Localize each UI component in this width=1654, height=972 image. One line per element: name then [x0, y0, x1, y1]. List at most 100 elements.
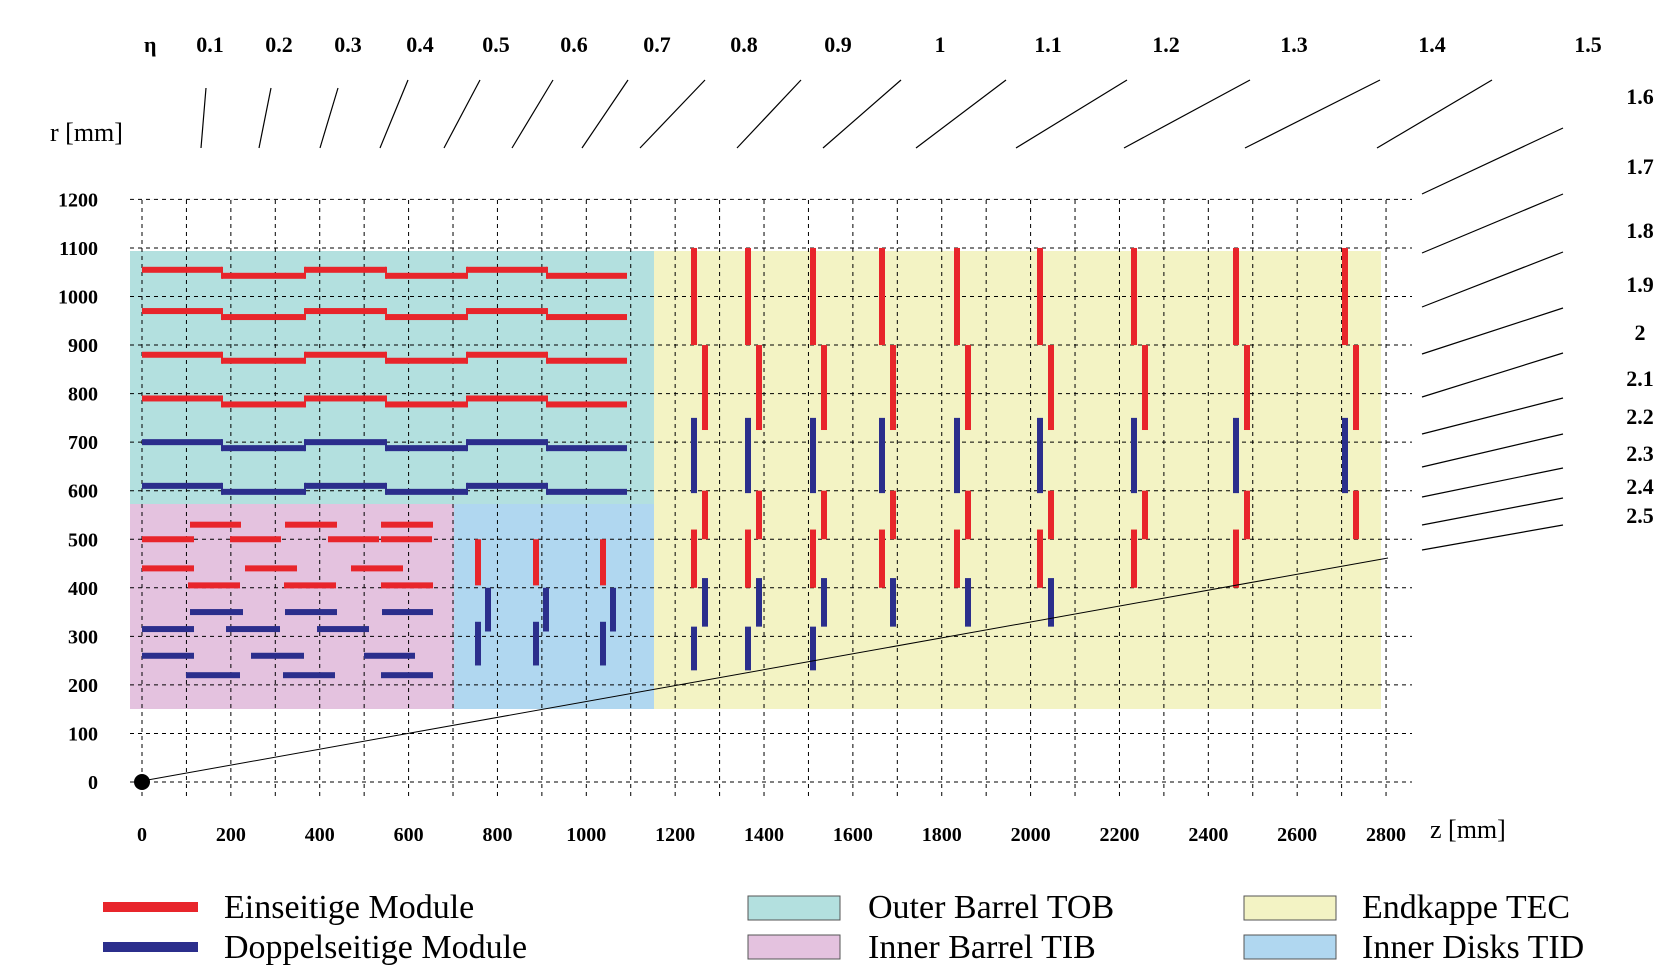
tec-module — [890, 578, 896, 627]
r-tick-label: 800 — [68, 384, 98, 406]
eta-label: 0.9 — [824, 32, 852, 57]
tec-module — [691, 247, 697, 346]
tob-module-step — [546, 308, 548, 321]
tob-module-step — [221, 266, 223, 279]
tob-module — [386, 445, 467, 452]
tib-module — [351, 565, 403, 572]
eta-line — [1123, 79, 1251, 149]
eta-line — [1421, 433, 1564, 468]
tec-module — [1037, 529, 1043, 588]
tec-module — [756, 345, 762, 431]
tob-module — [305, 308, 386, 315]
legend-single-label: Einseitige Module — [224, 889, 474, 926]
tob-module — [142, 351, 222, 358]
tob-module — [222, 488, 305, 495]
tec-module — [1342, 417, 1348, 494]
tec-module — [1353, 490, 1359, 540]
eta-line — [1421, 524, 1564, 551]
tec-module — [890, 345, 896, 431]
legend: Einseitige Module Doppelseitige Module O… — [103, 889, 1584, 966]
r-tick-label: 200 — [68, 675, 98, 697]
z-tick-label: 2400 — [1188, 824, 1228, 846]
tec-module — [756, 490, 762, 540]
tib-module — [188, 582, 240, 589]
detector-regions — [130, 251, 1381, 709]
tec-module — [1048, 490, 1054, 540]
tob-module-step — [546, 482, 548, 495]
tib-module — [142, 565, 194, 572]
tob-module — [142, 482, 222, 489]
eta-label: 2.4 — [1626, 474, 1654, 499]
eta-label: 0.5 — [482, 32, 510, 57]
tob-module-step — [546, 266, 548, 279]
eta-label: 0.8 — [730, 32, 758, 57]
tec-module — [879, 529, 885, 588]
tid-module — [600, 539, 606, 586]
tob-module — [467, 308, 547, 315]
tib-module — [245, 565, 297, 572]
tob-module-step — [304, 266, 306, 279]
eta-line — [581, 79, 629, 149]
tib-module — [382, 609, 433, 616]
tec-module — [965, 490, 971, 540]
eta-label: 1.9 — [1626, 272, 1654, 297]
r-tick-label: 700 — [68, 432, 98, 454]
tec-module — [879, 247, 885, 346]
tib-module — [381, 536, 432, 543]
eta-lines — [200, 79, 1564, 551]
tob-module-step — [385, 266, 387, 279]
eta-line — [1376, 79, 1493, 149]
tob-module — [305, 351, 386, 358]
tib-module — [230, 536, 281, 543]
tec-module — [1244, 490, 1250, 540]
tec-module — [1244, 345, 1250, 431]
tob-module — [547, 488, 627, 495]
r-tick-label: 600 — [68, 481, 98, 503]
tob-module-step — [304, 308, 306, 321]
tib-module — [317, 626, 369, 633]
tec-module — [702, 345, 708, 431]
tob-module-step — [221, 351, 223, 364]
r-tick-label: 100 — [68, 723, 98, 745]
z-tick-label: 1800 — [922, 824, 962, 846]
tob-module — [142, 439, 222, 446]
z-tick-label: 2200 — [1099, 824, 1139, 846]
r-tick-label: 900 — [68, 335, 98, 357]
tib-module — [364, 652, 415, 659]
tob-module — [386, 314, 467, 321]
tib-module — [251, 652, 304, 659]
eta-line — [915, 79, 1007, 149]
tib-module — [186, 672, 240, 679]
tob-module-step — [221, 482, 223, 495]
tob-module-step — [466, 266, 468, 279]
tob-module — [547, 272, 627, 279]
tob-module-step — [466, 351, 468, 364]
region-tob — [130, 251, 654, 504]
interaction-point — [134, 774, 150, 790]
eta-label: 0.1 — [196, 32, 224, 57]
tob-module — [222, 445, 305, 452]
eta-label: 2.1 — [1626, 366, 1654, 391]
tob-module-step — [385, 308, 387, 321]
tib-module — [381, 672, 433, 679]
eta-line — [639, 79, 706, 149]
z-tick-label: 600 — [394, 824, 424, 846]
eta-label: 1.8 — [1626, 218, 1654, 243]
tec-module — [1131, 529, 1137, 588]
tec-module — [965, 578, 971, 627]
legend-tib-swatch — [747, 934, 841, 960]
tob-module — [467, 439, 547, 446]
legend-tib-label: Inner Barrel TIB — [868, 929, 1096, 966]
eta-line — [200, 87, 207, 149]
eta-label: 2 — [1635, 320, 1646, 345]
eta-label: 0.2 — [265, 32, 293, 57]
eta-line — [1421, 467, 1564, 498]
tob-module-step — [546, 439, 548, 452]
tec-module — [821, 345, 827, 431]
eta-symbol: η — [144, 32, 157, 57]
tob-module — [222, 272, 305, 279]
legend-tec-swatch — [1243, 895, 1337, 921]
tob-module-step — [385, 351, 387, 364]
z-tick-label: 2000 — [1011, 824, 1051, 846]
r-tick-label: 400 — [68, 578, 98, 600]
